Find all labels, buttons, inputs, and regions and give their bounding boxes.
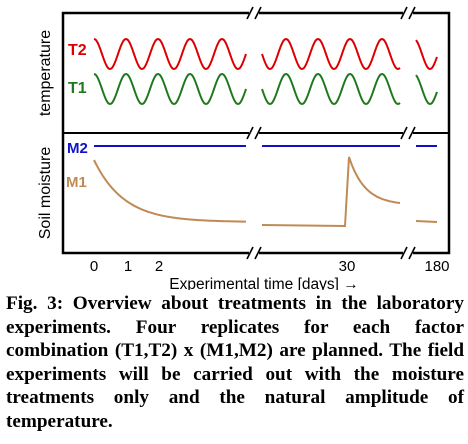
series-T1-segment-3 — [415, 74, 438, 106]
series-label-M1: M1 — [66, 174, 87, 191]
x-axis-label: Experimental time [days] → — [169, 276, 359, 290]
axis-break-slash-1-3-1 — [246, 246, 254, 260]
treatment-chart: temperature Soil moisture T2 T1 M2 M1 0 … — [37, 6, 451, 290]
axis-break-gap-2-1 — [403, 10, 413, 16]
axis-break-gap-1-1 — [249, 10, 259, 16]
axis-break-slash-1-3-2 — [254, 246, 262, 260]
axis-break-gap-1-3 — [249, 250, 259, 256]
chart-canvas: temperature Soil moisture T2 T1 M2 M1 0 … — [37, 6, 451, 290]
axis-break-gap-1-2 — [249, 130, 259, 136]
x-tick-label-30: 30 — [339, 258, 356, 275]
series-T2-segment-1 — [93, 37, 247, 71]
x-tick-label-180: 180 — [424, 258, 449, 275]
axis-break-slash-2-2-2 — [408, 126, 416, 140]
series-M1-segment-1 — [93, 159, 246, 223]
figure-caption: Fig. 3: Overview about treatments in the… — [6, 293, 464, 432]
axis-break-slash-2-1-1 — [400, 6, 408, 20]
axis-break-slash-2-3-1 — [400, 246, 408, 260]
x-tick-label-0: 0 — [90, 258, 98, 275]
series-label-M2: M2 — [67, 140, 88, 157]
y-label-soil-moisture: Soil moisture — [37, 147, 54, 240]
axis-break-slash-1-2-2 — [254, 126, 262, 140]
axis-break-slash-1-1-2 — [254, 6, 262, 20]
x-tick-label-1: 1 — [124, 258, 132, 275]
series-T1-segment-2 — [261, 72, 401, 106]
axis-break-slash-1-2-1 — [246, 126, 254, 140]
y-label-temperature: temperature — [37, 30, 54, 116]
series-label-T2: T2 — [68, 42, 87, 59]
series-M1-segment-2 — [261, 156, 401, 228]
series-T1-segment-1 — [93, 72, 247, 106]
axis-breaks — [246, 6, 416, 260]
axis-break-slash-1-1-1 — [246, 6, 254, 20]
axis-break-slash-2-3-2 — [408, 246, 416, 260]
axis-break-gap-2-2 — [403, 130, 413, 136]
series-label-T1: T1 — [68, 80, 87, 97]
x-tick-label-2: 2 — [155, 258, 163, 275]
axis-break-slash-2-2-1 — [400, 126, 408, 140]
axis-break-slash-2-1-2 — [408, 6, 416, 20]
series-T2-segment-3 — [415, 39, 438, 71]
series-T2-segment-2 — [261, 37, 401, 71]
axis-break-gap-2-3 — [403, 250, 413, 256]
series-M1-segment-3 — [415, 220, 438, 223]
